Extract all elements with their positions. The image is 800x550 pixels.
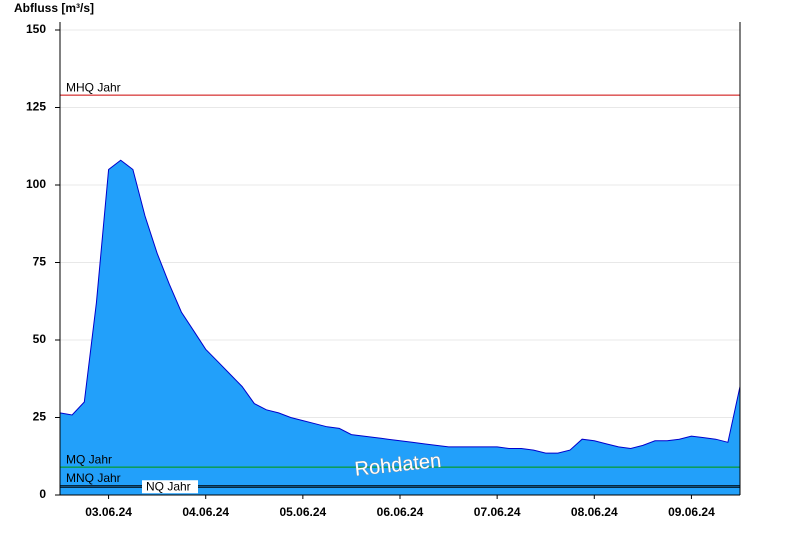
y-tick-label: 75	[33, 255, 47, 269]
x-tick-label: 08.06.24	[571, 505, 618, 519]
reference-label: MHQ Jahr	[66, 80, 121, 94]
x-tick-label: 03.06.24	[85, 505, 132, 519]
reference-label: MQ Jahr	[66, 452, 112, 466]
y-tick-label: 100	[26, 177, 46, 191]
reference-label: MNQ Jahr	[66, 471, 121, 485]
y-tick-label: 0	[39, 487, 46, 501]
x-tick-label: 06.06.24	[377, 505, 424, 519]
y-tick-label: 125	[26, 100, 46, 114]
y-tick-label: 150	[26, 22, 46, 36]
x-tick-label: 07.06.24	[474, 505, 521, 519]
y-tick-label: 50	[33, 332, 47, 346]
x-tick-label: 05.06.24	[279, 505, 326, 519]
y-tick-label: 25	[33, 410, 47, 424]
area	[60, 160, 740, 495]
label-bg	[142, 480, 198, 494]
y-axis-label: Abfluss [m³/s]	[14, 1, 94, 15]
x-tick-label: 09.06.24	[668, 505, 715, 519]
area-line	[59, 159, 741, 454]
reference-label: NQ Jahr	[146, 479, 191, 493]
x-tick-label: 04.06.24	[182, 505, 229, 519]
